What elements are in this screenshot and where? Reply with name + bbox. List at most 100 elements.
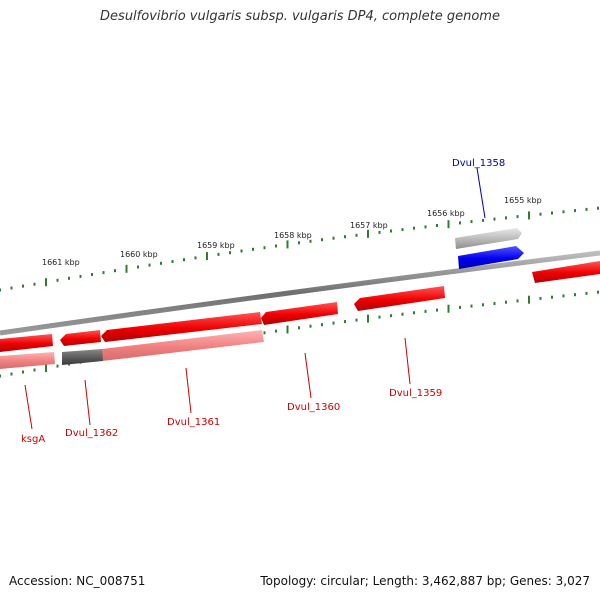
scale-tick-minor (79, 274, 82, 278)
scale-tick-major (447, 304, 450, 313)
gene-arrow-inner-left[interactable] (0, 352, 55, 369)
scale-tick-major (367, 314, 369, 323)
scale-tick-minor (33, 368, 36, 372)
scale-tick-major (45, 364, 47, 373)
scale-tick-minor (436, 308, 438, 312)
map-title: Desulfovibrio vulgaris subsp. vulgaris D… (100, 9, 500, 24)
scale-tick-minor (298, 241, 300, 245)
scale-label: 1659 kbp (197, 241, 235, 250)
leader-line-dvul-1361 (185, 367, 192, 414)
scale-tick-minor (0, 374, 1, 378)
scale-tick-major (206, 252, 208, 261)
scale-tick-minor (355, 233, 358, 237)
scale-tick-minor (263, 246, 266, 250)
scale-tick-minor (114, 269, 116, 273)
scale-tick-minor (321, 238, 323, 242)
scale-tick-minor (0, 288, 1, 292)
gene-arrow-right-edge[interactable] (532, 261, 600, 283)
scale-tick-minor (413, 311, 415, 315)
scale-tick-major (367, 229, 369, 238)
scale-tick-minor (424, 309, 427, 313)
scale-tick-minor (551, 295, 553, 299)
gene-label-dvul-1362[interactable]: Dvul_1362 (65, 428, 118, 439)
scale-tick-minor (562, 294, 565, 298)
gene-label-dvul-1359[interactable]: Dvul_1359 (389, 388, 442, 399)
scale-label: 1655 kbp (504, 196, 542, 205)
gene-label-dvul-1358[interactable]: Dvul_1358 (452, 158, 505, 169)
scale-tick-minor (493, 217, 496, 221)
scale-tick-minor (10, 286, 13, 290)
scale-tick-minor (321, 323, 323, 327)
scale-tick-major (447, 220, 450, 229)
scale-tick-minor (470, 304, 473, 308)
scale-label: 1658 kbp (274, 231, 312, 240)
gene-arrow-dvul-1362[interactable] (60, 330, 101, 346)
gene-label-dvul-1360[interactable]: Dvul_1360 (287, 402, 340, 413)
gene-arrow-dvul-1361[interactable] (101, 312, 262, 342)
scale-tick-major (286, 325, 289, 334)
scale-tick-minor (585, 291, 588, 295)
scale-tick-minor (551, 211, 553, 215)
gene-label-ksga[interactable]: ksgA (21, 434, 45, 445)
scale-tick-minor (91, 273, 93, 276)
scale-tick-minor (459, 305, 461, 309)
scale-tick-minor (252, 247, 254, 251)
scale-label: 1660 kbp (120, 250, 158, 259)
scale-tick-minor (275, 329, 277, 333)
scale-tick-minor (355, 318, 358, 322)
scale-tick-minor (56, 278, 59, 282)
scale-tick-minor (459, 221, 461, 225)
scale-tick-minor (401, 228, 404, 232)
scale-tick-minor (401, 312, 404, 316)
scale-tick-minor (240, 249, 243, 253)
gene-arrow-dvul-1360[interactable] (261, 302, 338, 325)
gene-arrow-dvul-1358[interactable] (458, 246, 524, 269)
scale-tick-minor (574, 209, 576, 213)
scale-tick-minor (539, 296, 542, 300)
scale-tick-minor (436, 224, 438, 227)
scale-tick-minor (344, 320, 346, 324)
gene-arrow-ksga[interactable] (0, 334, 53, 352)
scale-tick-major (528, 295, 530, 304)
scale-tick-minor (33, 282, 36, 286)
scale-tick-minor (10, 372, 13, 376)
scale-tick-minor (597, 206, 599, 210)
scale-tick-minor (194, 256, 197, 260)
scale-tick-minor (470, 220, 473, 224)
scale-tick-minor (160, 261, 162, 265)
gene-arrow-dvul-1358-pseudo[interactable] (455, 228, 522, 249)
scale-tick-major (45, 278, 47, 287)
scale-tick-minor (275, 244, 277, 248)
scale-tick-minor (574, 293, 576, 297)
scale-tick-minor (217, 252, 220, 256)
scale-tick-minor (183, 258, 185, 262)
scale-tick-minor (344, 235, 346, 239)
leader-line-dvul-1358 (476, 167, 486, 219)
gene-label-dvul-1361[interactable]: Dvul_1361 (167, 417, 220, 428)
scale-tick-minor (482, 303, 484, 307)
scale-label: 1656 kbp (427, 209, 465, 218)
accession-text: Accession: NC_008751 (9, 574, 146, 588)
scale-tick-minor (390, 314, 392, 318)
scale-tick-minor (516, 299, 519, 303)
scale-tick-minor (298, 326, 300, 330)
scale-tick-minor (505, 300, 507, 304)
scale-tick-minor (22, 370, 24, 374)
scale-tick-minor (68, 276, 70, 280)
gene-arrow-inner-long[interactable] (102, 330, 264, 361)
gene-arrow-inner-dark[interactable] (62, 349, 103, 365)
scale-tick-minor (424, 225, 427, 229)
scale-label: 1661 kbp (42, 258, 80, 267)
scale-tick-minor (171, 260, 174, 263)
scale-tick-major (125, 264, 128, 273)
leader-line-dvul-1360 (304, 352, 312, 399)
scale-tick-minor (309, 239, 312, 243)
scale-tick-minor (516, 215, 519, 219)
scale-tick-minor (505, 216, 507, 220)
gene-arrow-dvul-1359[interactable] (354, 286, 445, 311)
scale-tick-minor (413, 226, 415, 230)
scale-tick-minor (56, 364, 59, 368)
scale-tick-minor (562, 210, 565, 214)
scale-tick-minor (539, 212, 542, 216)
scale-tick-minor (332, 236, 335, 240)
